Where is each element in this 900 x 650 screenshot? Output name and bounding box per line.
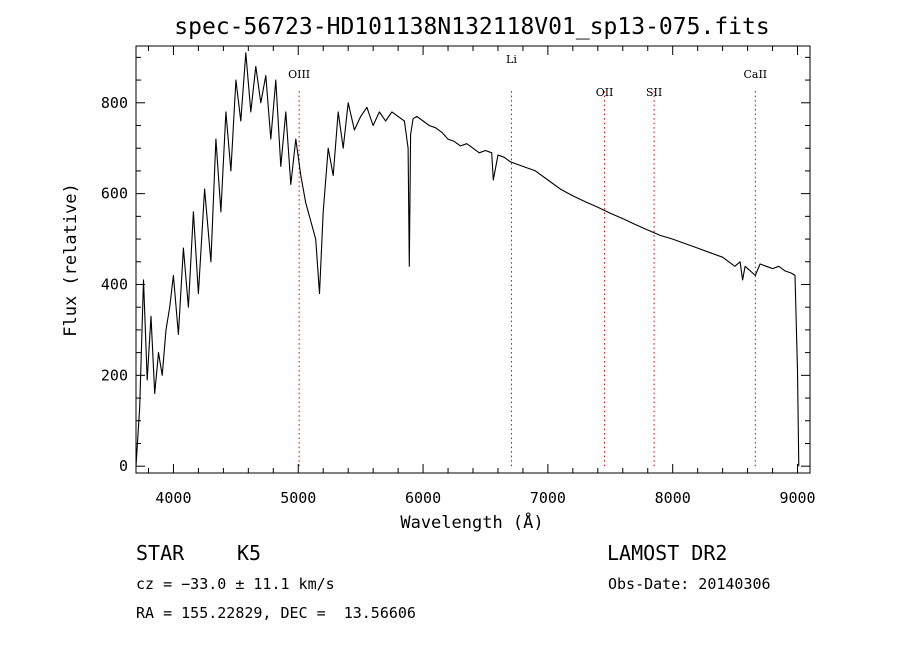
x-tick-label: 4000 — [155, 489, 191, 507]
y-tick-label: 800 — [101, 94, 128, 112]
x-tick-label: 7000 — [530, 489, 566, 507]
y-axis-label: Flux (relative) — [61, 183, 81, 337]
marker-label-oii: OII — [596, 86, 614, 99]
y-tick-label: 400 — [101, 275, 128, 293]
y-tick-label: 0 — [119, 457, 128, 475]
object-class: STAR — [136, 541, 185, 565]
coordinates: RA = 155.22829, DEC = 13.56606 — [136, 604, 416, 622]
marker-label-caii: CaII — [743, 68, 767, 81]
marker-label-li: Li — [506, 53, 517, 66]
spectral-line-markers: OIII Li OII SII CaII — [288, 53, 767, 467]
x-tick-label: 6000 — [405, 489, 441, 507]
x-tick-label: 9000 — [779, 489, 815, 507]
object-subclass: K5 — [237, 541, 262, 565]
plot-frame — [135, 45, 811, 474]
x-axis-label: Wavelength (Å) — [400, 511, 543, 533]
spectrum-series — [135, 52, 800, 467]
x-tick-label: 5000 — [280, 489, 316, 507]
survey-name: LAMOST DR2 — [607, 541, 728, 565]
marker-label-sii: SII — [646, 86, 662, 99]
redshift-cz: cz = −33.0 ± 11.1 km/s — [136, 575, 335, 593]
y-axis-ticks: 0 200 400 600 800 — [101, 56, 810, 475]
x-tick-label: 8000 — [655, 489, 691, 507]
x-axis-ticks: 4000 5000 6000 7000 8000 9000 — [147, 46, 816, 507]
chart-title: spec-56723-HD101138N132118V01_sp13-075.f… — [174, 14, 769, 40]
y-tick-label: 200 — [101, 366, 128, 384]
y-tick-label: 600 — [101, 185, 128, 203]
spectrum-line — [135, 52, 800, 467]
marker-label-oiii: OIII — [288, 68, 310, 81]
obs-date: Obs-Date: 20140306 — [608, 575, 771, 593]
